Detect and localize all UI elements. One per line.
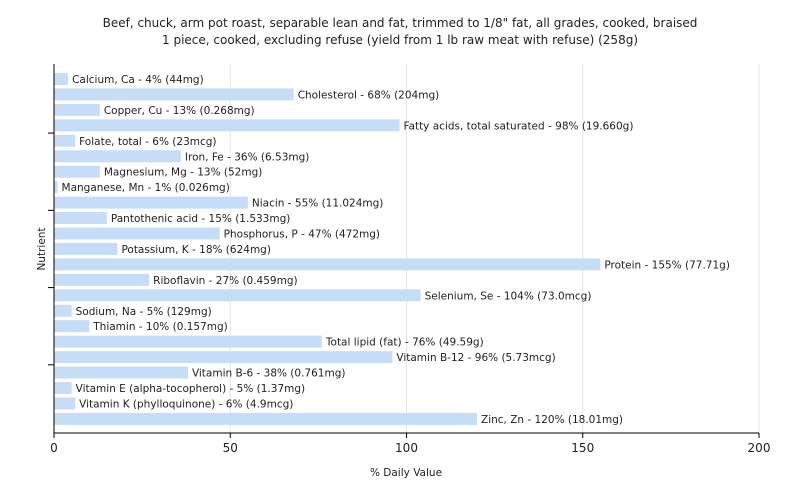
- bar-label: Fatty acids, total saturated - 98% (19.6…: [403, 120, 633, 132]
- bar-label: Protein - 155% (77.71g): [604, 259, 730, 271]
- bar-label: Folate, total - 6% (23mcg): [79, 136, 216, 148]
- bar: [54, 320, 90, 333]
- bar-label: Niacin - 55% (11.024mg): [252, 198, 384, 210]
- bar: [54, 242, 118, 255]
- bar-label: Pantothenic acid - 15% (1.533mg): [111, 213, 290, 225]
- bar-label: Copper, Cu - 13% (0.268mg): [104, 105, 255, 117]
- x-tick-label: 200: [748, 441, 771, 455]
- bar: [54, 351, 393, 364]
- bar: [54, 289, 421, 302]
- chart-subtitle: 1 piece, cooked, excluding refuse (yield…: [162, 33, 638, 47]
- bar: [54, 273, 150, 286]
- axes: 0 50 100 150 200: [48, 64, 770, 455]
- bar-label: Manganese, Mn - 1% (0.026mg): [62, 182, 230, 194]
- bar-label: Vitamin B-6 - 38% (0.761mg): [192, 368, 346, 380]
- bar: [54, 134, 76, 147]
- bar-label: Vitamin E (alpha-tocopherol) - 5% (1.37m…: [76, 383, 306, 395]
- x-tick-label: 0: [50, 441, 58, 455]
- x-tick-label: 50: [223, 441, 238, 455]
- bar-label: Vitamin B-12 - 96% (5.73mcg): [396, 352, 555, 364]
- bar-label: Total lipid (fat) - 76% (49.59g): [325, 337, 484, 349]
- bar-label: Calcium, Ca - 4% (44mg): [72, 74, 204, 86]
- bar-label: Sodium, Na - 5% (129mg): [76, 306, 212, 318]
- bar-label: Vitamin K (phylloquinone) - 6% (4.9mcg): [79, 398, 293, 410]
- chart-title: Beef, chuck, arm pot roast, separable le…: [103, 16, 698, 30]
- bar: [54, 227, 220, 240]
- bar-label: Riboflavin - 27% (0.459mg): [153, 275, 297, 287]
- bar: [54, 150, 181, 163]
- bar: [54, 258, 601, 271]
- bar: [54, 382, 72, 394]
- bar: [54, 335, 322, 348]
- bar-label: Cholesterol - 68% (204mg): [298, 89, 440, 101]
- bar-label: Selenium, Se - 104% (73.0mcg): [425, 290, 592, 302]
- y-axis-label: Nutrient: [36, 227, 48, 270]
- bar: [54, 412, 477, 425]
- bar: [54, 119, 400, 132]
- x-tick-label: 150: [571, 441, 594, 455]
- bar-label: Thiamin - 10% (0.157mg): [92, 321, 228, 333]
- bar: [54, 397, 76, 410]
- grid: [229, 64, 760, 433]
- bar-label: Magnesium, Mg - 13% (52mg): [104, 167, 263, 179]
- x-tick-label: 100: [395, 441, 418, 455]
- bar: [54, 366, 188, 379]
- bar: [54, 304, 72, 317]
- bar: [54, 212, 107, 225]
- bar: [54, 165, 100, 178]
- bar-label: Phosphorus, P - 47% (472mg): [224, 229, 380, 241]
- bar-label: Iron, Fe - 36% (6.53mg): [185, 151, 309, 163]
- x-axis-label: % Daily Value: [370, 467, 442, 479]
- bar: [54, 88, 294, 101]
- bar-label: Zinc, Zn - 120% (18.01mg): [481, 414, 623, 426]
- bar-label: Potassium, K - 18% (624mg): [121, 244, 271, 256]
- bar: [54, 181, 58, 194]
- bar: [54, 103, 100, 116]
- bar: [54, 196, 248, 209]
- bars: Calcium, Ca - 4% (44mg) Cholesterol - 68%…: [54, 73, 730, 426]
- bar: [54, 73, 69, 85]
